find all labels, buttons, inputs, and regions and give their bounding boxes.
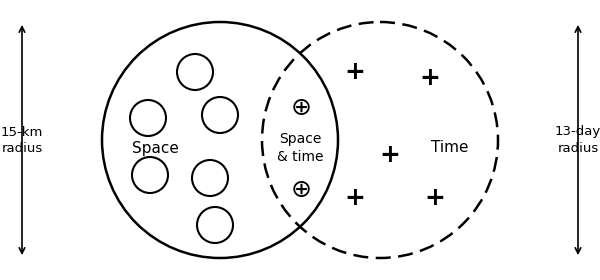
Text: +: + [425,186,445,210]
Text: 13-day
radius: 13-day radius [555,125,600,155]
Text: $\oplus$: $\oplus$ [290,96,310,120]
Text: Space: Space [131,141,178,155]
Text: +: + [380,143,400,167]
Text: Time: Time [431,141,469,155]
Text: +: + [344,186,365,210]
Text: Space
& time: Space & time [277,132,323,164]
Text: 15-km
radius: 15-km radius [1,125,43,155]
Text: +: + [419,66,440,90]
Text: $\oplus$: $\oplus$ [290,178,310,202]
Text: +: + [344,60,365,84]
